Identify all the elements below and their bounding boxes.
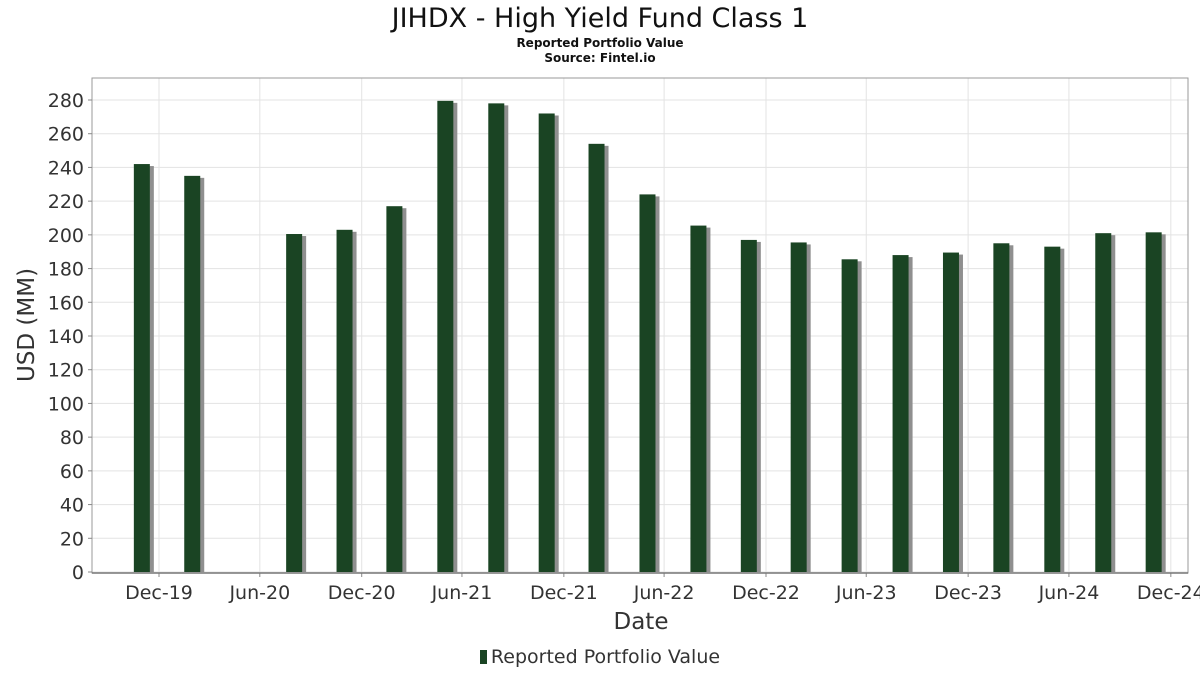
- bar: [993, 243, 1010, 573]
- x-tick-label: Jun-22: [633, 582, 695, 604]
- chart-subtitle: Reported Portfolio Value: [516, 36, 684, 50]
- chart-source: Source: Fintel.io: [544, 51, 656, 65]
- legend-swatch: [479, 650, 487, 664]
- y-tick-label: 60: [60, 461, 84, 483]
- bar: [184, 175, 201, 572]
- y-tick-label: 180: [48, 259, 84, 281]
- x-tick-label: Jun-24: [1038, 582, 1100, 604]
- bar: [892, 255, 909, 573]
- y-tick-label: 120: [48, 360, 84, 382]
- legend: Reported Portfolio Value: [0, 646, 1200, 668]
- x-tick-label: Jun-23: [835, 582, 897, 604]
- y-tick-label: 220: [48, 191, 84, 213]
- bar: [386, 206, 403, 572]
- y-tick-label: 20: [60, 528, 84, 550]
- x-axis: Dec-19 Jun-20 Dec-20 Jun-21 Dec-21 Jun-22 Dec-…: [92, 572, 1200, 604]
- y-tick-label: 40: [60, 495, 84, 517]
- x-tick-label: Dec-20: [328, 582, 396, 604]
- x-tick-label: Jun-21: [431, 582, 493, 604]
- y-axis: 0 20 40 60 80 100 120 140 160 180 200 220 240 260 280: [48, 90, 92, 584]
- y-tick-label: 280: [48, 90, 84, 112]
- chart-title: JIHDX - High Yield Fund Class 1: [391, 3, 809, 34]
- bar: [437, 100, 454, 572]
- y-axis-title: USD (MM): [14, 268, 40, 382]
- x-tick-label: Dec-22: [732, 582, 800, 604]
- x-tick-label: Dec-24: [1137, 582, 1200, 604]
- x-tick-label: Dec-19: [125, 582, 193, 604]
- bar: [488, 103, 505, 572]
- bar: [1145, 232, 1162, 573]
- y-tick-label: 100: [48, 393, 84, 415]
- bar: [740, 239, 757, 572]
- legend-label: Reported Portfolio Value: [490, 646, 721, 668]
- bar: [690, 225, 707, 573]
- bar: [1044, 246, 1061, 572]
- y-tick-label: 240: [48, 157, 84, 179]
- bar: [133, 164, 150, 573]
- bar: [538, 113, 555, 572]
- x-axis-title: Date: [614, 609, 669, 635]
- x-tick-label: Jun-20: [228, 582, 290, 604]
- x-tick-label: Dec-23: [934, 582, 1002, 604]
- bar: [588, 143, 605, 573]
- bar: [1095, 233, 1112, 572]
- chart-header: JIHDX - High Yield Fund Class 1 Reported…: [0, 0, 1200, 66]
- y-tick-label: 80: [60, 427, 84, 449]
- y-tick-label: 160: [48, 292, 84, 314]
- y-tick-label: 200: [48, 225, 84, 247]
- y-tick-label: 260: [48, 124, 84, 146]
- y-tick-label: 0: [72, 562, 84, 584]
- bar: [336, 229, 353, 573]
- bars: [133, 100, 1166, 573]
- bar: [790, 242, 807, 572]
- bar: [942, 252, 959, 573]
- bar: [841, 259, 858, 572]
- x-tick-label: Dec-21: [530, 582, 598, 604]
- bar: [286, 234, 303, 572]
- y-tick-label: 140: [48, 326, 84, 348]
- bar: [639, 194, 656, 572]
